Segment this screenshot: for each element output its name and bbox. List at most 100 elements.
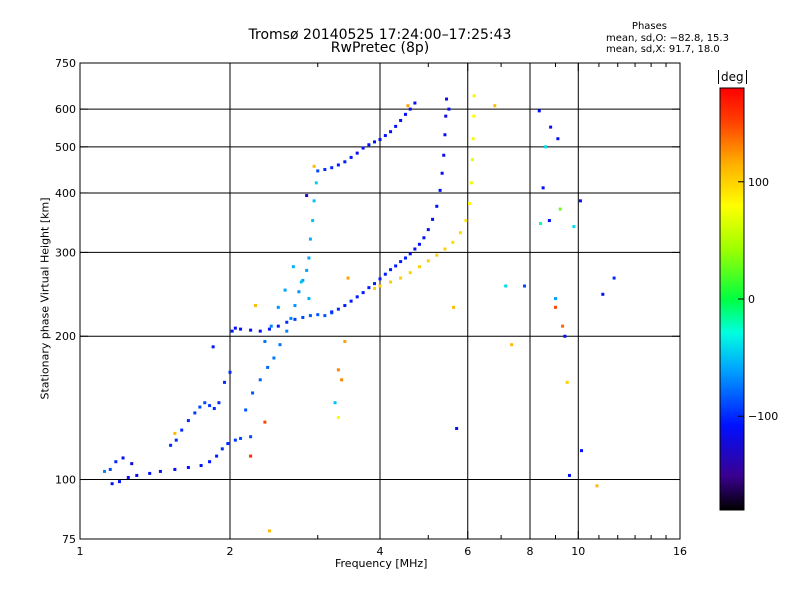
data-point [285, 329, 289, 333]
data-point [378, 277, 382, 281]
data-point [361, 146, 365, 150]
data-point [267, 327, 271, 331]
data-point [336, 163, 340, 167]
data-point [355, 151, 359, 155]
data-point [208, 460, 212, 464]
data-point [258, 329, 262, 333]
data-point [444, 114, 448, 118]
data-point [208, 404, 212, 408]
data-point [472, 94, 476, 98]
data-point [510, 343, 514, 347]
data-point [435, 253, 439, 257]
data-point [249, 328, 253, 332]
x-tick-label: 6 [464, 545, 471, 558]
data-point [553, 305, 557, 309]
data-point [121, 456, 125, 460]
data-point [389, 268, 393, 272]
data-point [408, 107, 412, 111]
data-point [316, 313, 320, 317]
chart-title: Tromsø 20140525 17:24:00–17:25:43 [248, 27, 512, 43]
y-tick-label: 200 [55, 330, 76, 343]
data-point [108, 467, 112, 471]
data-point [443, 247, 447, 251]
data-point [198, 405, 202, 409]
data-point [567, 473, 571, 477]
data-point [135, 473, 139, 477]
data-point [186, 465, 190, 469]
data-point [464, 219, 468, 223]
data-point [378, 284, 382, 288]
data-point [312, 164, 316, 168]
data-point [117, 480, 121, 484]
data-point [470, 158, 474, 162]
x-tick-label: 16 [673, 545, 687, 558]
data-point [239, 436, 243, 440]
data-point [305, 194, 309, 198]
x-tick-label: 8 [527, 545, 534, 558]
data-point [383, 134, 387, 138]
data-point [361, 291, 365, 295]
data-point [426, 259, 430, 263]
x-axis-label: Frequency [MHz] [335, 557, 428, 570]
data-point [276, 324, 280, 328]
data-point [426, 228, 430, 232]
data-point [493, 104, 497, 108]
colorbar-tick-label: −100 [748, 410, 778, 423]
data-point [330, 310, 334, 314]
data-point [445, 97, 449, 101]
phase-stats: Phases [600, 21, 685, 32]
data-point [193, 411, 197, 415]
data-point [223, 380, 227, 384]
data-point [211, 345, 215, 349]
data-point [373, 140, 377, 144]
data-point [422, 236, 426, 240]
y-tick-label: 500 [55, 141, 76, 154]
data-point [230, 329, 234, 333]
data-point [468, 202, 472, 206]
data-point [373, 286, 377, 290]
data-point [541, 186, 545, 190]
data-point [408, 271, 412, 275]
data-point [173, 467, 177, 471]
data-point [558, 207, 562, 211]
data-point [333, 401, 337, 405]
data-point [251, 391, 255, 395]
phase-stats-o: mean, sd,O: −82.8, 15.3 [606, 33, 729, 44]
data-point [544, 145, 548, 149]
data-points [103, 94, 616, 533]
data-point [215, 454, 219, 458]
data-point [403, 112, 407, 116]
data-point [565, 380, 569, 384]
axis-ticks: 1 2 4 6 8 10 16 75 100 200 300 400 500 600 750 [55, 57, 687, 558]
data-point [307, 297, 311, 301]
data-point [130, 462, 134, 466]
data-point [572, 225, 576, 229]
data-point [308, 314, 312, 318]
data-point [114, 460, 118, 464]
data-point [580, 449, 584, 453]
data-point [228, 370, 232, 374]
data-point [297, 290, 301, 294]
colorbar-unit-text: deg [721, 70, 744, 84]
data-point [471, 137, 475, 141]
data-point [343, 160, 347, 164]
data-point [431, 217, 435, 221]
data-point [301, 278, 305, 282]
data-point [452, 305, 456, 309]
data-point [578, 199, 582, 203]
y-axis-label: Stationary phase Virtual Height [km] [38, 197, 52, 400]
y-tick-label: 75 [62, 533, 76, 546]
chart-subtitle: RwPretec (8p) [330, 40, 430, 56]
data-point [158, 469, 162, 473]
data-point [408, 252, 412, 256]
x-tick-label: 4 [377, 545, 384, 558]
data-point [330, 166, 334, 170]
data-point [349, 299, 353, 303]
data-point [226, 442, 230, 446]
data-point [126, 475, 130, 479]
data-point [269, 324, 273, 328]
data-point [343, 304, 347, 308]
data-point [547, 219, 551, 223]
x-tick-label: 1 [77, 545, 84, 558]
